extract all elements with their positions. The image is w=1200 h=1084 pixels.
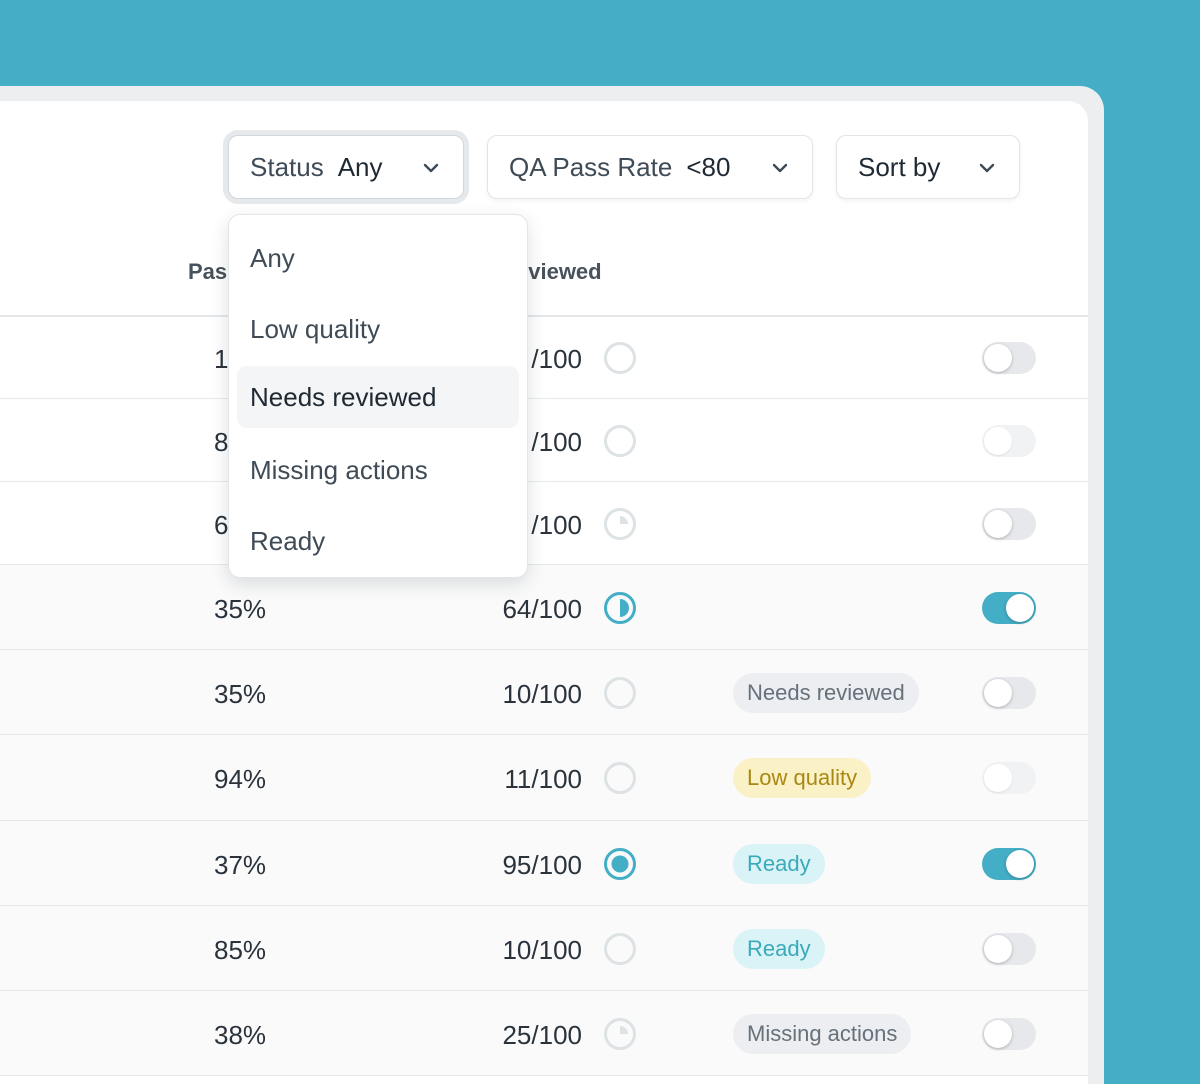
pass-rate-cell: 38% bbox=[214, 1019, 267, 1050]
reviewed-cell: /100 bbox=[531, 344, 582, 374]
row-toggle[interactable] bbox=[982, 932, 1036, 965]
row-toggle[interactable] bbox=[982, 676, 1036, 709]
progress-empty-icon bbox=[604, 342, 636, 374]
reviewed-cell: 11/100 bbox=[504, 764, 582, 794]
pass-rate-cell: 35% bbox=[214, 593, 267, 624]
progress-empty-icon bbox=[604, 676, 636, 709]
chevron-down-icon bbox=[423, 163, 439, 173]
table-row[interactable]: 8/100 bbox=[0, 399, 1088, 482]
progress-empty-icon bbox=[604, 424, 636, 457]
pass-rate-cell: 6 bbox=[214, 509, 229, 540]
menu-item-low-quality[interactable]: Low quality bbox=[250, 314, 381, 344]
toggle-knob bbox=[984, 678, 1012, 707]
progress-quarter-icon bbox=[604, 507, 636, 540]
progress-full-icon bbox=[604, 847, 636, 880]
chevron-down-icon bbox=[979, 163, 995, 173]
chevron-down-icon bbox=[772, 163, 788, 173]
reviewed-cell: /100 bbox=[531, 509, 582, 540]
reviewed-cell: 64/100 bbox=[502, 593, 582, 624]
status-filter-label: Status bbox=[250, 151, 324, 182]
status-filter[interactable]: Status Any bbox=[228, 135, 464, 199]
pass-rate-cell: 37% bbox=[214, 849, 267, 880]
row-toggle[interactable] bbox=[982, 847, 1036, 880]
row-toggle bbox=[982, 424, 1036, 457]
row-toggle[interactable] bbox=[982, 591, 1036, 624]
table-panel: Status Any QA Pass Rate <80 Sort by Pas … bbox=[0, 101, 1088, 1084]
sort-by-dropdown[interactable]: Sort by bbox=[836, 135, 1020, 199]
menu-item-ready[interactable]: Ready bbox=[250, 526, 326, 556]
progress-half-icon bbox=[604, 591, 636, 624]
table-row[interactable]: 37% 95/100 Ready bbox=[0, 821, 1088, 906]
pass-rate-cell: 1 bbox=[214, 344, 229, 374]
table-row[interactable]: 35% 64/100 bbox=[0, 565, 1088, 650]
pass-rate-cell: 35% bbox=[214, 678, 267, 709]
pass-rate-cell: 8 bbox=[214, 426, 229, 457]
column-header-reviewed[interactable]: eviewed bbox=[516, 259, 602, 284]
toggle-knob bbox=[1006, 849, 1034, 878]
qa-filter-label: QA Pass Rate bbox=[509, 151, 673, 182]
status-dropdown-menu: Any Low quality Needs reviewed Missing a… bbox=[228, 214, 528, 578]
reviewed-cell: 25/100 bbox=[502, 1019, 582, 1050]
qa-pass-rate-filter[interactable]: QA Pass Rate <80 bbox=[487, 135, 813, 199]
column-header-pass[interactable]: Pas bbox=[188, 259, 228, 284]
reviewed-cell: 95/100 bbox=[502, 849, 582, 880]
reviewed-cell: /100 bbox=[531, 426, 582, 457]
menu-item-needs-reviewed[interactable]: Needs reviewed bbox=[237, 366, 519, 428]
status-badge: Low quality bbox=[733, 758, 872, 798]
progress-empty-icon bbox=[604, 762, 636, 794]
toggle-knob bbox=[984, 426, 1012, 455]
qa-filter-value: <80 bbox=[686, 151, 731, 182]
status-badge: Missing actions bbox=[733, 1013, 912, 1054]
row-toggle[interactable] bbox=[982, 342, 1036, 374]
status-filter-value: Any bbox=[337, 151, 383, 182]
sort-by-label: Sort by bbox=[858, 151, 941, 182]
row-toggle bbox=[982, 762, 1036, 794]
menu-item-any[interactable]: Any bbox=[250, 243, 295, 273]
toggle-knob bbox=[984, 764, 1012, 792]
toggle-knob bbox=[1006, 593, 1034, 622]
reviewed-cell: 10/100 bbox=[502, 678, 582, 709]
progress-empty-icon bbox=[604, 932, 636, 965]
status-badge: Ready bbox=[733, 928, 825, 969]
pass-rate-cell: 94% bbox=[214, 764, 267, 794]
toggle-knob bbox=[984, 934, 1012, 963]
table-row[interactable]: 94% 11/100 Low quality bbox=[0, 735, 1088, 821]
table-row[interactable]: 85% 10/100 Ready bbox=[0, 906, 1088, 991]
pass-rate-cell: 85% bbox=[214, 934, 267, 965]
reviewed-cell: 10/100 bbox=[502, 934, 582, 965]
status-badge: Needs reviewed bbox=[733, 672, 919, 713]
toggle-knob bbox=[984, 1019, 1012, 1048]
toggle-knob bbox=[984, 344, 1012, 372]
header-divider bbox=[0, 315, 1088, 317]
status-badge: Ready bbox=[733, 843, 825, 884]
toggle-knob bbox=[984, 509, 1012, 538]
row-toggle[interactable] bbox=[982, 1017, 1036, 1050]
progress-quarter-icon bbox=[604, 1017, 636, 1050]
table-row[interactable]: 6/100 bbox=[0, 482, 1088, 565]
menu-item-missing-actions[interactable]: Missing actions bbox=[250, 455, 428, 485]
table-row[interactable]: 35% 10/100 Needs reviewed bbox=[0, 650, 1088, 735]
table-row[interactable]: 1/100 bbox=[0, 317, 1088, 399]
table-row[interactable]: 38% 25/100 Missing actions bbox=[0, 991, 1088, 1076]
row-toggle[interactable] bbox=[982, 507, 1036, 540]
